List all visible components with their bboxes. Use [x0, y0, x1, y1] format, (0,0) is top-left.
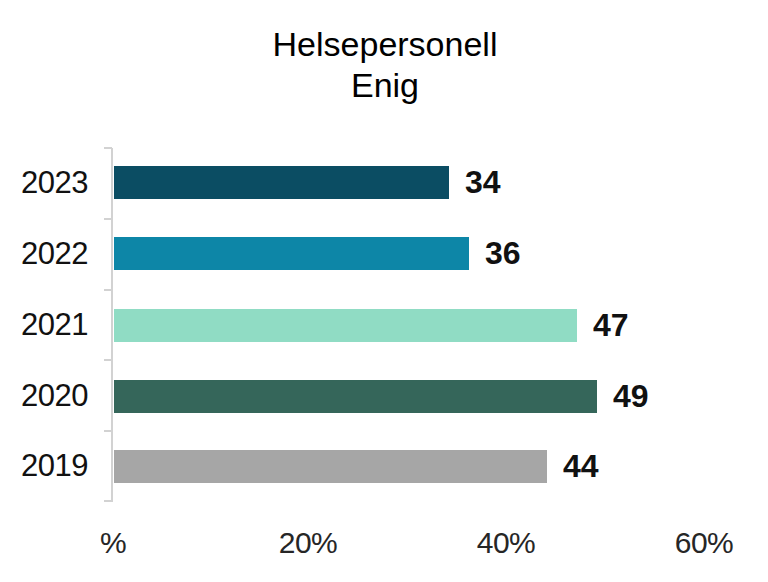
- y-axis-tick: [104, 500, 112, 502]
- bar-2021: [114, 309, 577, 342]
- value-label-2019: 44: [563, 450, 599, 483]
- chart-title-line2: Enig: [0, 65, 768, 106]
- value-label-2023: 34: [465, 166, 501, 199]
- x-tick-label-40: 40%: [477, 527, 536, 558]
- value-label-2022: 36: [485, 237, 521, 270]
- y-axis-tick: [104, 218, 112, 220]
- y-axis-line: [111, 148, 113, 502]
- bar-2023: [114, 166, 449, 199]
- chart-title: Helsepersonell Enig: [0, 24, 768, 106]
- category-label-2019: 2019: [0, 450, 88, 482]
- x-tick-label-60: 60%: [675, 527, 734, 558]
- bar-2019: [114, 450, 547, 483]
- y-axis-tick: [104, 147, 112, 149]
- category-label-2022: 2022: [0, 238, 88, 270]
- x-tick-label-20: 20%: [279, 527, 338, 558]
- value-label-2020: 49: [613, 380, 649, 413]
- category-label-2021: 2021: [0, 309, 88, 341]
- bar-2022: [114, 237, 469, 270]
- y-axis-tick: [104, 359, 112, 361]
- category-label-2023: 2023: [0, 167, 88, 199]
- value-label-2021: 47: [593, 309, 629, 342]
- category-label-2020: 2020: [0, 380, 88, 412]
- y-axis-tick: [104, 289, 112, 291]
- bar-chart: Helsepersonell Enig 2023 2022 2021 2020 …: [0, 0, 768, 582]
- chart-title-line1: Helsepersonell: [0, 24, 768, 65]
- x-tick-label-0: %: [100, 527, 126, 558]
- bar-2020: [114, 380, 597, 413]
- y-axis-tick: [104, 430, 112, 432]
